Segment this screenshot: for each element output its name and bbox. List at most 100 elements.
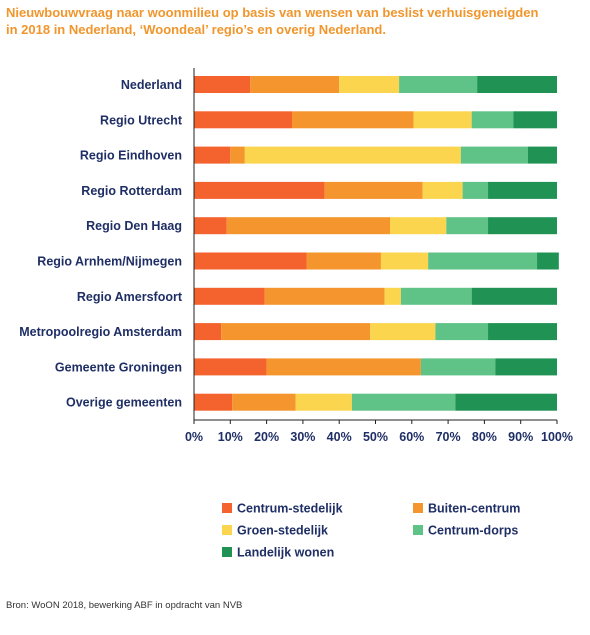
bar-row: Regio Eindhoven [80, 146, 557, 164]
x-tick-label: 100% [541, 430, 573, 444]
bar-segment [194, 217, 227, 235]
bar-segment [370, 323, 436, 341]
x-tick-label: 80% [472, 430, 497, 444]
bar-segment [221, 323, 371, 341]
bar-segment [471, 111, 514, 129]
bar-segment [400, 287, 472, 305]
bar-segment [488, 181, 557, 199]
x-tick-label: 30% [290, 430, 315, 444]
bar-segment [295, 393, 352, 411]
bar-row: Overige gemeenten [66, 393, 557, 411]
bar-segment [413, 111, 472, 129]
bar-row: Regio Den Haag [86, 217, 557, 235]
bar-segment [324, 181, 423, 199]
bar-row: Nederland [121, 76, 557, 93]
legend-label: Buiten-centrum [428, 502, 520, 516]
bar-segment [488, 323, 557, 341]
legend-swatch [222, 547, 232, 557]
bar-segment [477, 76, 557, 93]
chart-title: Nieuwbouwvraag naar woonmilieu op basis … [6, 4, 586, 38]
x-tick-label: 70% [436, 430, 461, 444]
bar-segment [194, 252, 307, 270]
bar-segment [232, 393, 296, 411]
legend-item: Buiten-centrum [413, 502, 520, 516]
bar-segment [351, 393, 456, 411]
bar-row: Regio Utrecht [100, 111, 557, 129]
category-label: Regio Arnhem/Nijmegen [37, 255, 182, 269]
x-tick-label: 0% [185, 430, 203, 444]
bar-segment [250, 76, 340, 93]
source-note: Bron: WoON 2018, bewerking ABF in opdrac… [6, 600, 243, 611]
category-label: Overige gemeenten [66, 396, 182, 410]
bar-segment [306, 252, 381, 270]
legend-item: Centrum-dorps [413, 524, 518, 538]
bar-segment [266, 358, 421, 376]
category-label: Nederland [121, 78, 182, 92]
category-label: Gemeente Groningen [55, 360, 182, 374]
x-tick-label: 20% [254, 430, 279, 444]
x-tick-label: 90% [508, 430, 533, 444]
category-label: Regio Utrecht [100, 113, 183, 127]
bar-row: Metropoolregio Amsterdam [19, 323, 557, 341]
bar-segment [380, 252, 429, 270]
legend-item: Centrum-stedelijk [222, 502, 343, 516]
legend-label: Landelijk wonen [237, 546, 334, 560]
x-tick-label: 60% [399, 430, 424, 444]
bar-row: Regio Rotterdam [81, 181, 557, 199]
bar-segment [194, 287, 265, 305]
bar-segment [194, 146, 231, 164]
bar-segment [339, 76, 400, 93]
category-label: Regio Amersfoort [77, 290, 183, 304]
legend-swatch [413, 525, 423, 535]
bar-segment [428, 252, 538, 270]
stacked-bar-chart: Nederland Regio Utrecht Regio Eindhoven Reg… [19, 68, 573, 560]
category-label: Regio Rotterdam [81, 184, 182, 198]
bar-row: Gemeente Groningen [55, 358, 557, 376]
bar-segment [527, 146, 557, 164]
bar-segment [384, 287, 401, 305]
category-label: Metropoolregio Amsterdam [19, 325, 182, 339]
bar-segment [194, 76, 251, 93]
legend-swatch [222, 525, 232, 535]
bar-segment [422, 181, 463, 199]
bar-segment [420, 358, 496, 376]
bar-segment [264, 287, 385, 305]
bar-segment [471, 287, 557, 305]
bar-segment [488, 217, 557, 235]
legend-swatch [222, 503, 232, 513]
bar-segment [226, 217, 391, 235]
x-tick-label: 10% [218, 430, 243, 444]
x-tick-label: 40% [327, 430, 352, 444]
bar-segment [194, 111, 293, 129]
bar-segment [292, 111, 414, 129]
bar-segment [194, 358, 267, 376]
legend-label: Groen-stedelijk [237, 524, 328, 538]
legend-item: Landelijk wonen [222, 546, 334, 560]
category-label: Regio Den Haag [86, 219, 182, 233]
bar-segment [194, 393, 233, 411]
category-label: Regio Eindhoven [80, 149, 182, 163]
bar-segment [230, 146, 245, 164]
legend-label: Centrum-stedelijk [237, 502, 343, 516]
bar-segment [244, 146, 461, 164]
bar-segment [390, 217, 447, 235]
bar-segment [194, 323, 222, 341]
bar-segment [513, 111, 557, 129]
bar-segment [462, 181, 489, 199]
chart-title-line-1: Nieuwbouwvraag naar woonmilieu op basis … [6, 5, 539, 20]
legend-item: Groen-stedelijk [222, 524, 328, 538]
legend-swatch [413, 503, 423, 513]
bar-segment [460, 146, 528, 164]
bar-row: Regio Amersfoort [77, 287, 557, 305]
chart-title-line-2: in 2018 in Nederland, ‘Woondeal’ regio’s… [6, 22, 386, 37]
bar-segment [446, 217, 489, 235]
bar-segment [455, 393, 557, 411]
x-tick-label: 50% [363, 430, 388, 444]
legend-label: Centrum-dorps [428, 524, 518, 538]
bar-row: Regio Arnhem/Nijmegen [37, 252, 559, 270]
bar-segment [435, 323, 489, 341]
bar-segment [194, 181, 325, 199]
bar-segment [537, 252, 559, 270]
bar-segment [399, 76, 478, 93]
bar-segment [495, 358, 557, 376]
